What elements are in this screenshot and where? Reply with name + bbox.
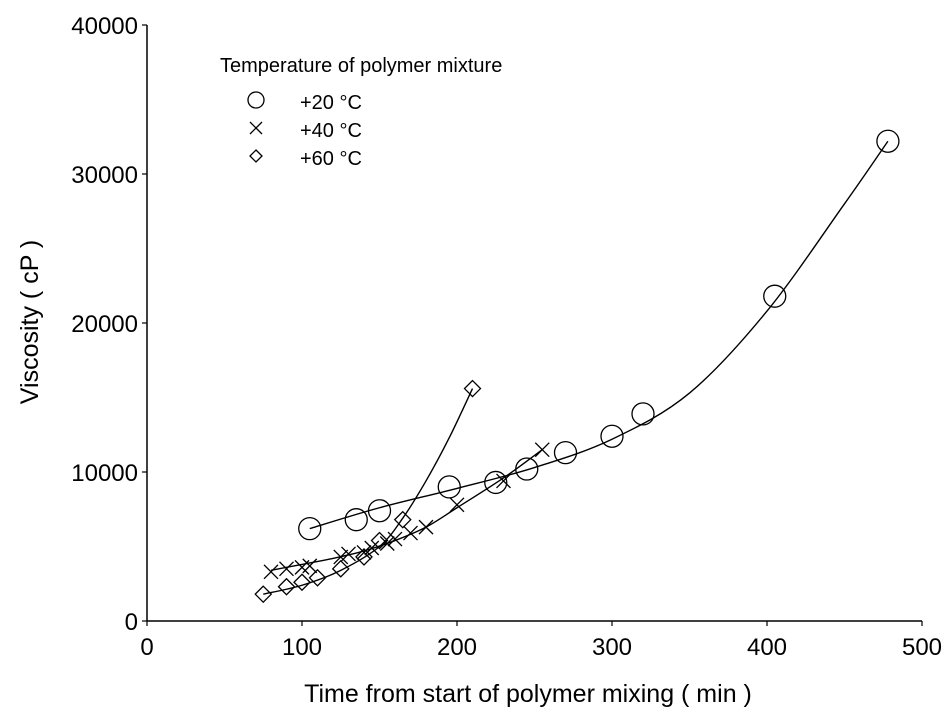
y-tick-label: 20000: [71, 311, 138, 338]
x-marker-stroke: [249, 121, 263, 135]
circle-marker: [553, 440, 578, 465]
x-marker: [496, 473, 511, 489]
x-marker-stroke: [418, 519, 434, 535]
diamond-marker: [463, 379, 482, 398]
x-tick-label: 300: [592, 634, 632, 661]
x-marker: [302, 558, 318, 574]
diamond-marker: [293, 573, 311, 592]
diamond-marker: [331, 559, 350, 578]
x-marker: [263, 564, 279, 580]
x-marker-stroke: [333, 549, 349, 565]
x-marker: [341, 546, 356, 562]
circle-marker: [484, 470, 508, 495]
circle-marker: [298, 516, 322, 541]
x-ticks: 0 100 200 300 400 500: [140, 621, 942, 661]
diamond-marker: [308, 568, 327, 587]
x-marker: [449, 497, 465, 513]
x-marker: [279, 561, 294, 577]
diamond-marker: [254, 585, 273, 604]
diamond-marker: [277, 577, 296, 596]
fit-curves: [263, 140, 889, 595]
x-marker-stroke: [449, 497, 465, 513]
x-marker-stroke: [356, 545, 372, 560]
diamond-marker: [393, 510, 412, 529]
y-tick-label: 30000: [71, 162, 138, 189]
legend: Temperature of polymer mixture +20 °C +40…: [220, 55, 502, 170]
legend-label: +20 °C: [300, 92, 362, 114]
circle-marker: [763, 284, 787, 308]
data-points: [254, 129, 900, 604]
y-tick-label: 40000: [71, 13, 138, 40]
x-tick-label: 0: [140, 634, 153, 661]
circle-marker: [247, 91, 265, 109]
circle-marker: [876, 129, 900, 153]
diamond-marker: [249, 149, 263, 163]
x-marker: [534, 442, 550, 458]
circle-marker: [515, 457, 539, 481]
x-tick-label: 200: [437, 634, 477, 661]
circle-marker: [367, 499, 392, 523]
circle-marker: [631, 402, 655, 426]
x-marker: [356, 545, 372, 560]
y-ticks: 0 10000 20000 30000 40000: [71, 13, 147, 636]
x-marker-stroke: [263, 564, 279, 580]
legend-title: Temperature of polymer mixture: [220, 55, 502, 77]
x-tick-label: 400: [747, 634, 787, 661]
x-marker: [387, 531, 403, 547]
fit-curve: [270, 449, 543, 572]
x-axis-title: Time from start of polymer mixing ( min …: [304, 680, 752, 708]
diamond-marker: [355, 548, 373, 566]
x-tick-label: 500: [902, 634, 942, 661]
x-marker-stroke: [379, 536, 395, 551]
x-marker-stroke: [279, 561, 294, 577]
x-marker: [249, 121, 263, 135]
fit-curve: [309, 140, 889, 530]
x-marker: [379, 536, 395, 551]
x-marker: [418, 519, 434, 535]
y-axis-title: Viscosity ( cP ): [16, 240, 44, 404]
circle-marker: [600, 424, 624, 448]
legend-label: +40 °C: [300, 120, 362, 142]
circle-marker: [437, 475, 461, 499]
axes: [146, 25, 922, 622]
x-marker-stroke: [496, 473, 511, 489]
x-marker-stroke: [341, 546, 356, 562]
y-tick-label: 0: [125, 609, 138, 636]
x-marker: [403, 525, 418, 541]
fit-curve: [263, 388, 474, 595]
x-marker-stroke: [387, 531, 403, 547]
diamond-marker: [370, 531, 389, 550]
x-tick-label: 100: [282, 634, 322, 661]
x-marker-stroke: [534, 442, 550, 458]
y-tick-label: 10000: [71, 460, 138, 487]
x-marker-stroke: [403, 525, 418, 541]
x-marker-stroke: [302, 558, 318, 574]
circle-marker: [344, 508, 368, 532]
x-marker: [333, 549, 349, 565]
legend-label: +60 °C: [300, 148, 362, 170]
legend-items: +20 °C +40 °C +60 °C: [247, 91, 362, 170]
